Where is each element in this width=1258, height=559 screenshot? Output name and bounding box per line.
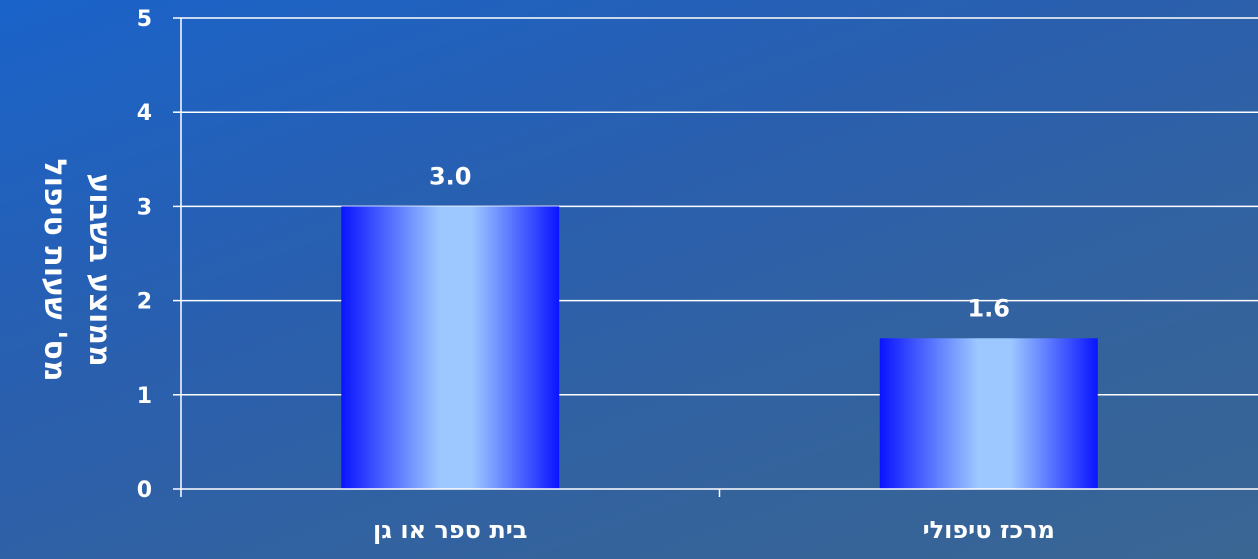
x-category-label: מרכז טיפולי [923,516,1055,544]
data-label: 3.0 [429,162,472,190]
y-axis-label-line-1: מס' שעות טיפול [37,158,72,381]
y-tick-label: 4 [137,101,152,126]
data-labels: 3.0 1.6 [429,162,1010,322]
axes [173,17,1258,497]
y-axis-label: מס' שעות טיפול ממוצע בשבוע [37,158,117,381]
y-axis-label-line-2: ממוצע בשבוע [82,173,117,366]
y-tick-labels: 0 1 2 3 4 5 [137,7,152,503]
y-tick-label: 1 [137,384,152,409]
x-tick-labels: בית ספר או גן מרכז טיפולי [373,516,1055,544]
data-label: 1.6 [967,294,1010,322]
y-tick-label: 2 [137,290,152,315]
bars [341,206,1098,489]
bar-0 [341,206,560,489]
y-tick-label: 3 [137,195,152,220]
x-category-label: בית ספר או גן [373,516,527,544]
bar-1 [879,338,1098,489]
y-tick-label: 5 [137,7,152,32]
y-tick-label: 0 [137,478,152,503]
